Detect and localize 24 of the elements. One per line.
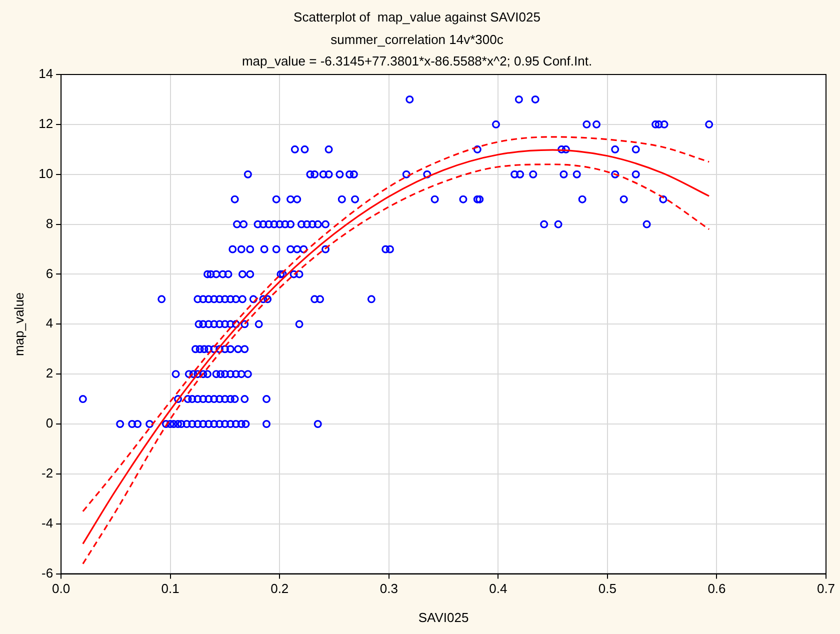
y-tick-label: 12 <box>38 116 54 132</box>
y-tick-label: -4 <box>41 515 54 530</box>
x-axis-title: SAVI025 <box>418 610 469 625</box>
x-tick-label: 0.5 <box>598 581 616 596</box>
y-tick-label: 14 <box>38 66 54 82</box>
x-tick-label: 0.2 <box>270 581 289 596</box>
y-tick-label: 4 <box>46 316 54 331</box>
y-tick-label: -6 <box>41 565 54 580</box>
text: map_value = -6.3145+77.3801*x-86.5588*x^2; 0.95 Conf.Int. <box>242 53 592 68</box>
y-tick-label: -2 <box>41 466 54 481</box>
y-tick-label: 2 <box>46 366 54 381</box>
x-tick-label: 0.0 <box>52 581 70 596</box>
y-tick-label: 10 <box>38 166 54 181</box>
y-tick-label: 0 <box>46 416 54 431</box>
y-axis-title: map_value <box>11 292 26 356</box>
x-tick-label: 0.6 <box>708 581 726 596</box>
y-tick-label: 8 <box>46 216 54 231</box>
x-tick-label: 0.3 <box>380 581 398 596</box>
y-tick-label: 6 <box>46 266 54 281</box>
x-tick-label: 0.7 <box>816 581 836 596</box>
x-tick-label: 0.1 <box>161 581 180 596</box>
x-tick-label: 0.4 <box>489 581 508 596</box>
chart-title: Scatterplot of map_value against SAVI025 <box>294 9 540 24</box>
chart-subtitle: summer_correlation 14v*300c <box>330 32 504 47</box>
